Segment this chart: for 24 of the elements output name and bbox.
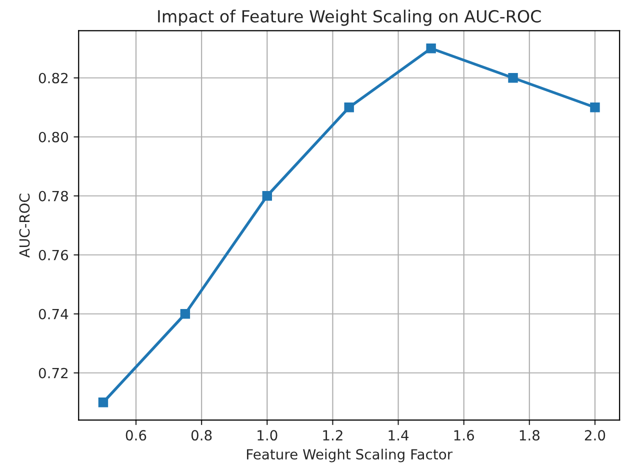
y-tick-label: 0.76 [38,250,68,260]
y-tick-label: 0.80 [38,132,68,142]
x-tick-label: 0.6 [126,430,146,441]
x-tick-label: 1.4 [388,430,409,440]
x-tick-label: 1.6 [454,430,474,441]
y-axis-title: AUC-ROC [19,194,30,258]
point [180,309,190,319]
x-tick-label: 2.0 [584,430,606,441]
x-tick-label: 0.8 [191,430,212,441]
point [344,102,354,112]
y-tick-label: 0.82 [38,72,68,84]
point [98,398,108,408]
x-tick-label: 1.0 [258,430,278,441]
point [590,102,600,112]
chart-title: Impact of Feature Weight Scaling on AUC-ROC [158,10,541,26]
point [426,44,436,54]
x-axis-title: Feature Weight Scaling Factor [246,448,453,462]
x-tick-label: 1.8 [520,430,540,441]
y-tick-label: 0.74 [38,308,68,320]
point [508,73,518,83]
y-tick-label: 0.72 [38,368,68,378]
x-tick-label: 1.2 [323,430,342,440]
y-tick-label: 0.78 [38,190,68,202]
point [262,191,272,201]
